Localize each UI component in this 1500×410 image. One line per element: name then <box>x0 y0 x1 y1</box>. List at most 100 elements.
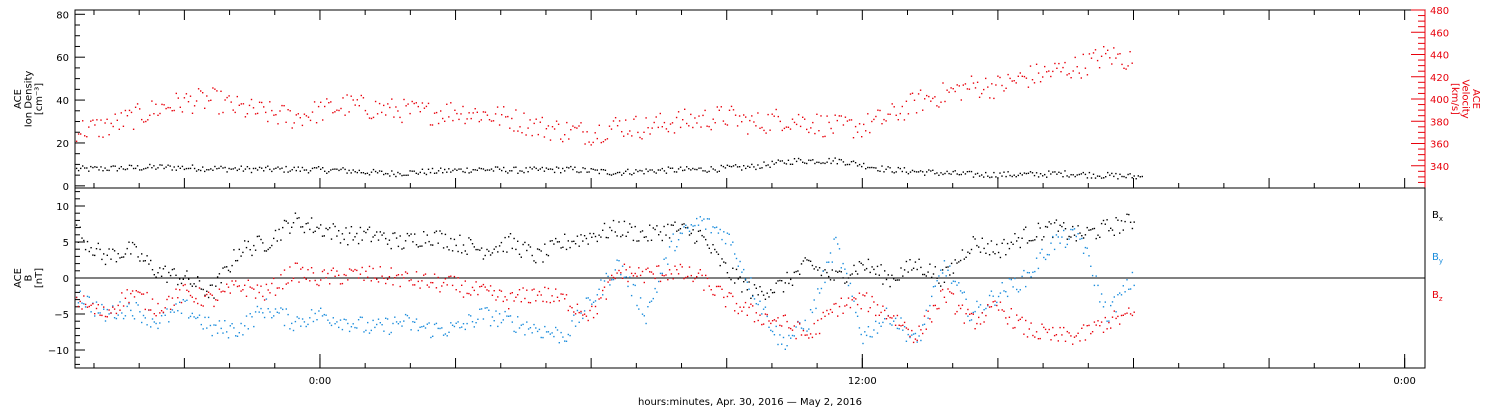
data-point <box>189 283 192 285</box>
velocity-tick-label: 440 <box>1430 51 1449 62</box>
data-point <box>164 265 166 267</box>
data-point <box>814 162 816 165</box>
data-point <box>720 106 722 108</box>
data-point <box>1092 52 1095 54</box>
data-point <box>714 169 716 171</box>
data-point <box>161 164 163 166</box>
data-point <box>500 321 503 324</box>
data-point <box>506 251 508 253</box>
data-point <box>249 286 251 288</box>
data-point <box>1068 73 1070 75</box>
data-point <box>871 336 873 338</box>
data-point <box>94 254 96 257</box>
data-point <box>397 171 399 174</box>
data-point <box>966 171 969 173</box>
data-point <box>390 267 392 269</box>
data-point <box>694 242 696 244</box>
field-axis-label: ACEB[nT] <box>13 268 45 288</box>
data-point <box>320 279 322 281</box>
data-point <box>301 166 304 169</box>
data-point <box>1088 171 1091 174</box>
data-point <box>858 261 861 263</box>
data-point <box>348 232 351 234</box>
data-point <box>539 168 541 170</box>
data-point <box>437 170 440 172</box>
data-point <box>958 304 960 307</box>
data-point <box>656 225 658 227</box>
data-point <box>1100 222 1103 225</box>
data-point <box>244 168 247 170</box>
data-point <box>1048 170 1050 172</box>
data-point <box>630 226 633 228</box>
data-point <box>419 326 421 328</box>
data-point <box>594 132 596 134</box>
data-point <box>818 161 820 164</box>
data-point <box>230 168 232 170</box>
legend-symbol: B <box>1432 252 1439 263</box>
data-point <box>408 235 410 237</box>
data-point <box>668 237 671 239</box>
data-point <box>1016 288 1018 291</box>
data-point <box>719 264 721 267</box>
data-point <box>555 288 557 290</box>
data-point <box>444 168 446 171</box>
data-point <box>902 275 904 277</box>
data-point <box>175 288 177 290</box>
data-point <box>1029 65 1032 67</box>
data-point <box>231 323 233 325</box>
data-point <box>551 126 554 128</box>
data-point <box>956 284 958 286</box>
data-point <box>647 306 649 308</box>
data-point <box>466 322 468 325</box>
data-point <box>835 270 837 272</box>
data-point <box>649 133 651 135</box>
data-point <box>771 113 773 115</box>
data-point <box>370 240 372 243</box>
data-point <box>905 171 908 173</box>
data-point <box>222 267 224 269</box>
data-point <box>182 284 184 287</box>
data-point <box>869 271 871 274</box>
data-point <box>699 216 701 218</box>
data-point <box>429 171 432 174</box>
data-point <box>527 127 529 129</box>
data-point <box>988 294 991 297</box>
data-point <box>854 125 857 128</box>
data-point <box>1013 80 1015 82</box>
data-point <box>226 331 228 333</box>
data-point <box>423 231 425 233</box>
data-point <box>191 312 193 315</box>
data-point <box>244 284 246 286</box>
data-point <box>1095 324 1097 326</box>
data-point <box>238 104 240 106</box>
data-point <box>586 171 588 173</box>
data-point <box>564 233 566 235</box>
data-point <box>117 304 119 307</box>
data-point <box>95 248 98 250</box>
data-point <box>894 279 897 281</box>
data-point <box>915 112 918 114</box>
data-point <box>555 120 558 122</box>
data-point <box>271 170 273 173</box>
data-point <box>704 109 706 112</box>
data-point <box>108 309 110 311</box>
data-point <box>965 298 967 300</box>
data-point <box>761 323 763 326</box>
data-point <box>961 304 964 306</box>
data-point <box>119 301 121 303</box>
data-point <box>1111 316 1114 318</box>
data-point <box>424 242 427 244</box>
data-point <box>970 312 973 315</box>
data-point <box>229 271 231 273</box>
data-point <box>504 296 506 298</box>
data-point <box>423 172 426 174</box>
data-point <box>468 237 470 239</box>
data-point <box>1086 247 1088 249</box>
data-point <box>148 309 150 311</box>
data-point <box>540 294 542 296</box>
data-point <box>497 251 499 253</box>
data-point <box>783 162 786 164</box>
data-point <box>683 226 685 228</box>
data-point <box>585 237 588 240</box>
data-point <box>1061 225 1063 228</box>
